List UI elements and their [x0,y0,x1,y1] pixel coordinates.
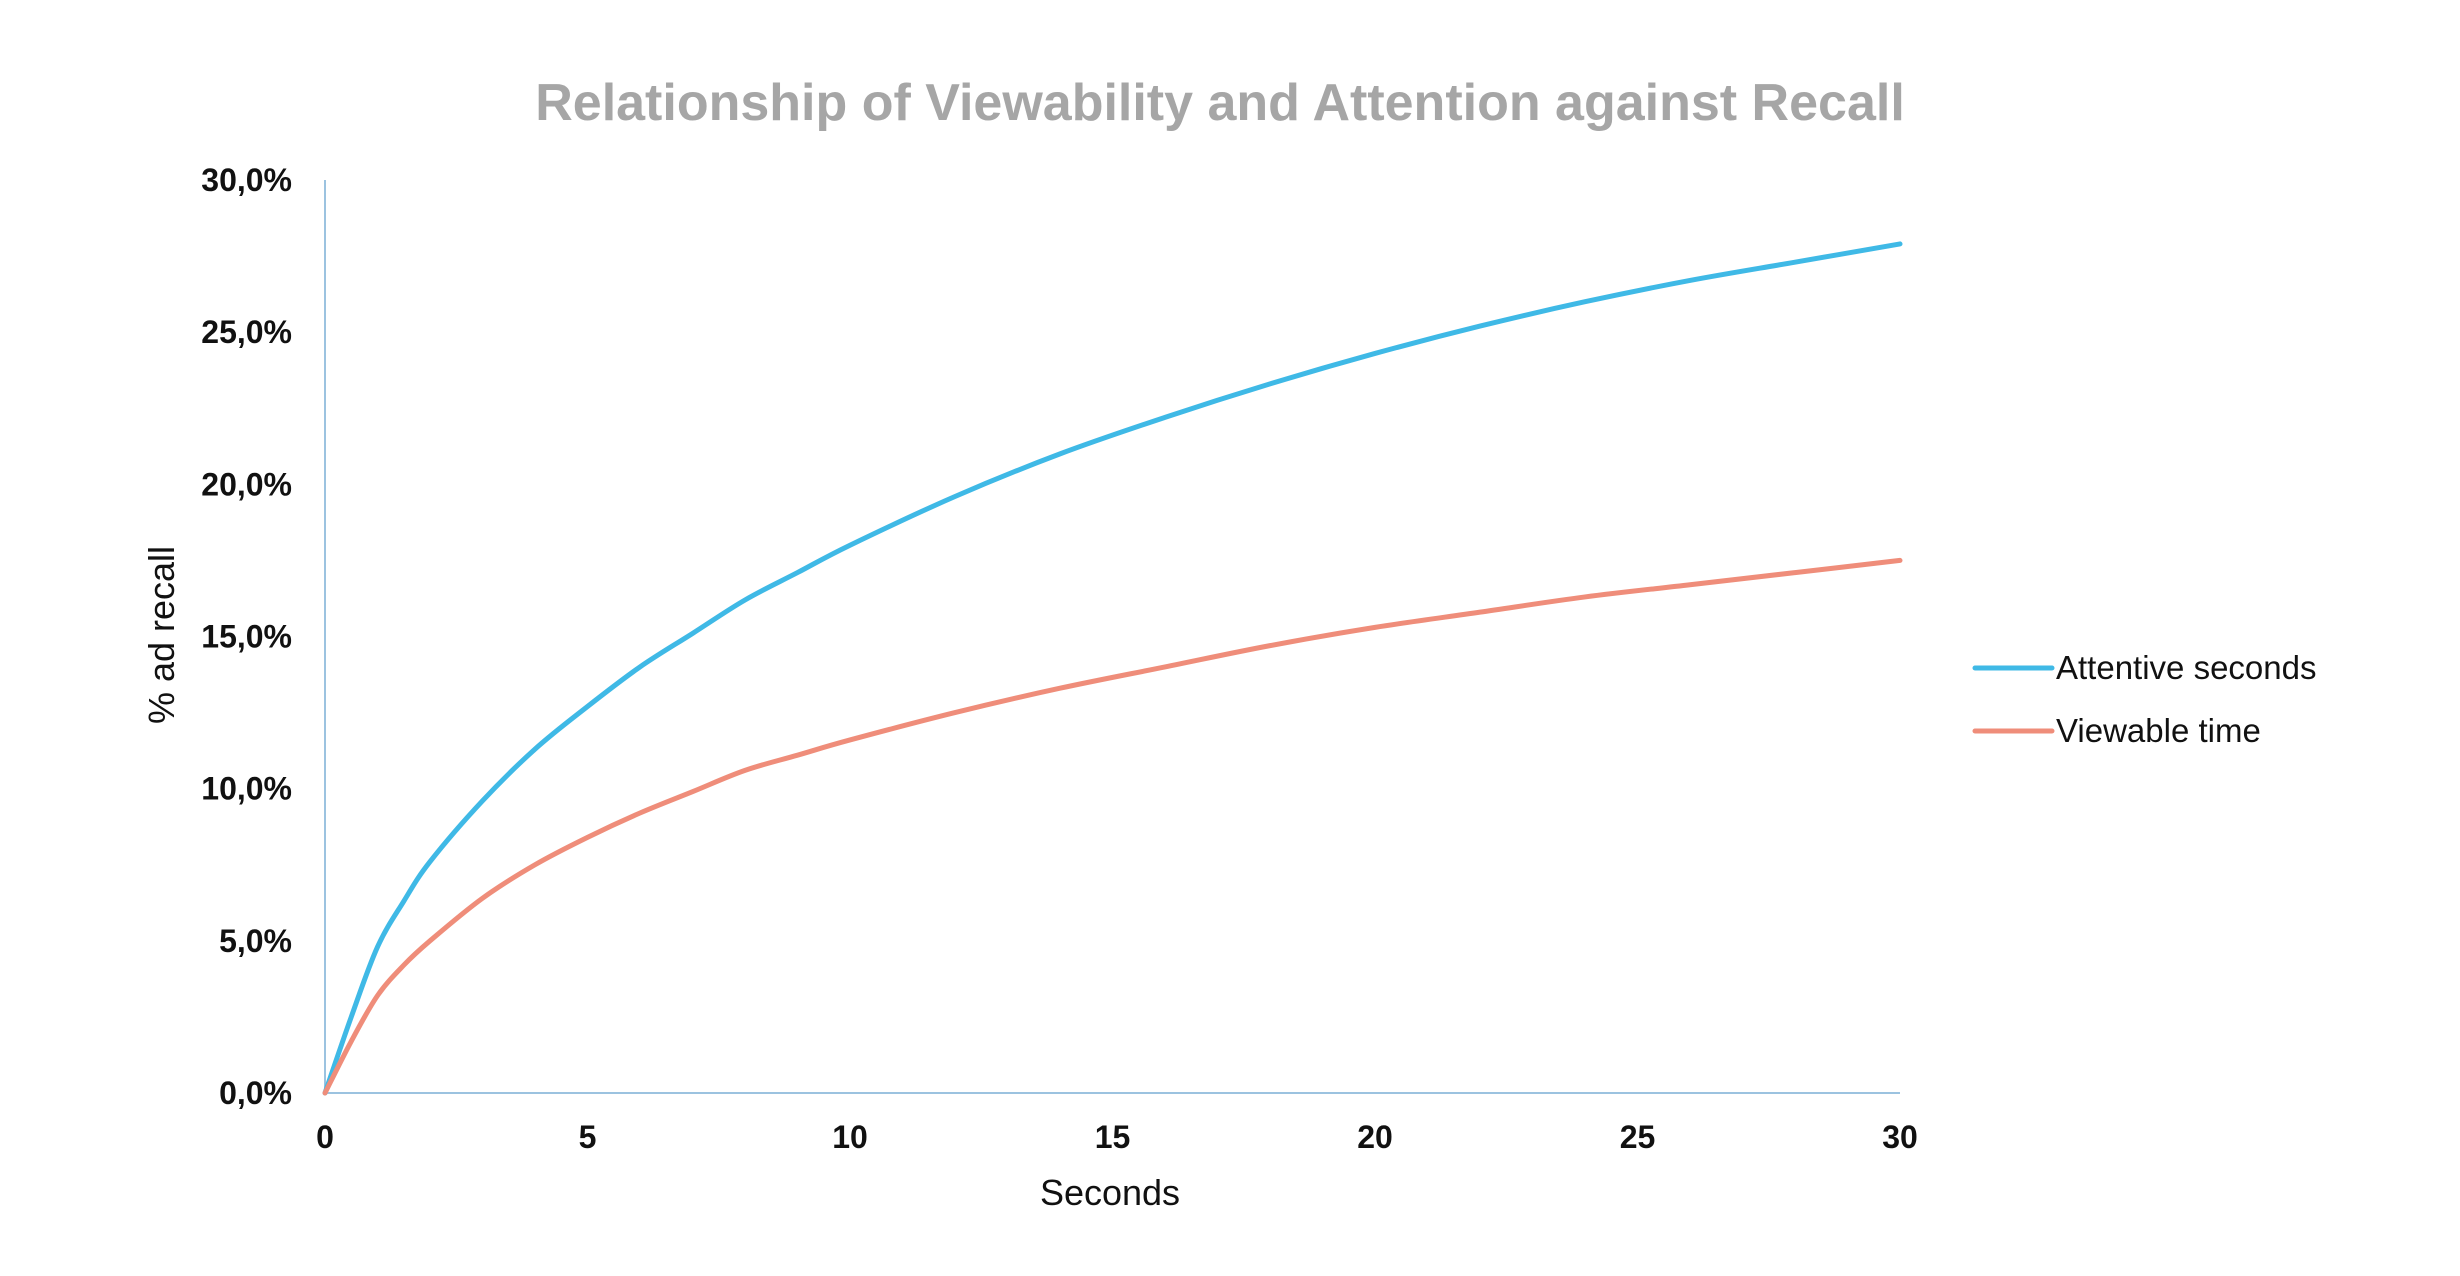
x-tick-label: 30 [1882,1119,1918,1155]
y-tick-label: 10,0% [201,771,292,807]
x-tick-label: 15 [1095,1119,1131,1155]
legend-label: Attentive seconds [2056,649,2317,686]
x-tick-label: 10 [832,1119,868,1155]
x-tick-label: 5 [579,1119,597,1155]
x-tick-label: 0 [316,1119,334,1155]
x-tick-label: 25 [1620,1119,1656,1155]
legend-item-viewable-time: Viewable time [1972,712,2261,749]
series-line-attentive-seconds [322,241,1903,1096]
plot-area [322,180,1903,1096]
legend: Attentive seconds Viewable time [1972,649,2317,749]
chart-title: Relationship of Viewability and Attentio… [535,74,1905,132]
series-line-viewable-time [322,557,1903,1096]
y-tick-label: 25,0% [201,314,292,350]
x-axis-title: Seconds [1040,1172,1180,1213]
y-axis-ticks: 0,0% 5,0% 10,0% 15,0% 20,0% 25,0% 30,0% [201,162,292,1111]
x-tick-label: 20 [1357,1119,1393,1155]
legend-label: Viewable time [2056,712,2261,749]
series-layer [322,241,1903,1096]
y-tick-label: 30,0% [201,162,292,198]
y-tick-label: 0,0% [219,1075,292,1111]
x-axis-ticks: 0 5 10 15 20 25 30 [316,1119,1918,1155]
y-tick-label: 20,0% [201,466,292,502]
legend-item-attentive-seconds: Attentive seconds [1972,649,2317,686]
y-tick-label: 5,0% [219,923,292,959]
y-axis-title: % ad recall [141,546,182,724]
y-tick-label: 15,0% [201,619,292,655]
